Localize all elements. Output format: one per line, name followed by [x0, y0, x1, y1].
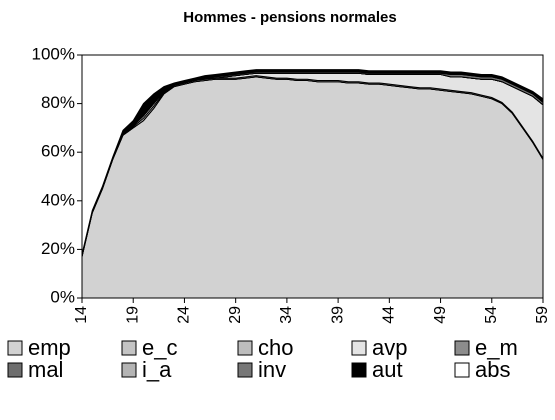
legend-label: abs — [475, 357, 510, 382]
x-tick-label: 24 — [176, 306, 193, 324]
legend-label: aut — [372, 357, 403, 382]
chart-title: Hommes - pensions normales — [183, 9, 396, 26]
x-tick-label: 34 — [278, 306, 295, 324]
y-tick-label: 20% — [41, 239, 75, 258]
legend-swatch — [121, 362, 137, 378]
legend-swatch — [351, 362, 367, 378]
x-tick-label: 39 — [329, 306, 346, 324]
legend-label: i_a — [142, 357, 172, 382]
legend-swatch — [237, 362, 253, 378]
y-tick-label: 0% — [50, 287, 75, 306]
x-tick-label: 44 — [381, 306, 398, 324]
legend-swatch — [351, 340, 367, 356]
y-tick-label: 100% — [32, 44, 75, 63]
x-tick-label: 49 — [432, 306, 449, 324]
legend-label: e_m — [475, 335, 518, 360]
legend-swatch — [121, 340, 137, 356]
legend-label: mal — [28, 357, 63, 382]
x-tick-label: 19 — [124, 306, 141, 324]
y-tick-label: 80% — [41, 93, 75, 112]
y-tick-label: 40% — [41, 190, 75, 209]
legend-swatch — [237, 340, 253, 356]
legend-swatch — [454, 340, 470, 356]
x-tick-label: 14 — [73, 306, 90, 324]
legend-label: inv — [258, 357, 286, 382]
x-tick-label: 54 — [483, 306, 500, 324]
x-tick-label: 59 — [534, 306, 551, 324]
plot-frame — [81, 54, 544, 299]
legend-label: avp — [372, 335, 407, 360]
legend-swatch — [7, 362, 23, 378]
legend-label: emp — [28, 335, 71, 360]
legend-swatch — [7, 340, 23, 356]
y-tick-label: 60% — [41, 142, 75, 161]
legend-swatch — [454, 362, 470, 378]
x-tick-label: 29 — [227, 306, 244, 324]
legend-label: cho — [258, 335, 293, 360]
legend-label: e_c — [142, 335, 177, 360]
